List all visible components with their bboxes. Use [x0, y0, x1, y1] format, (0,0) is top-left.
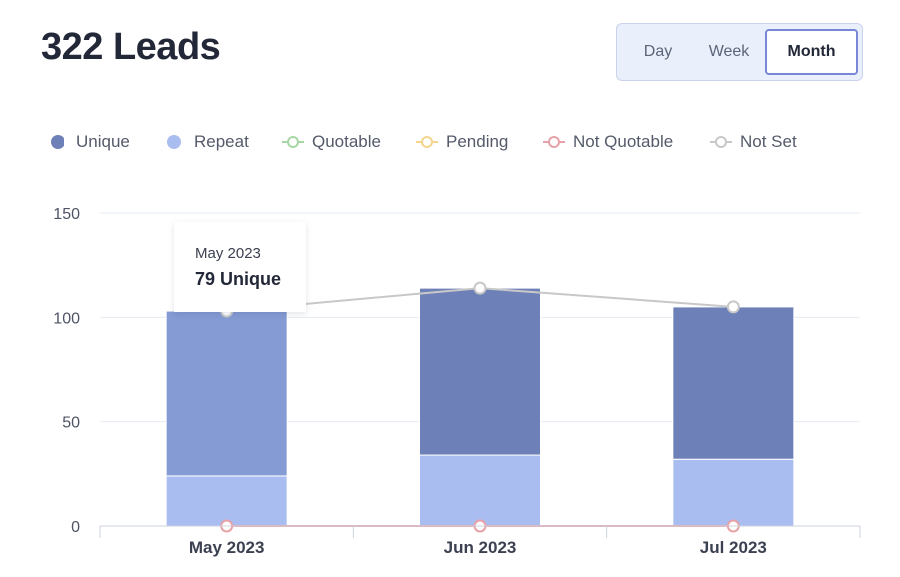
legend-label: Unique — [76, 132, 130, 151]
legend-line-marker-icon — [416, 136, 438, 148]
x-tick-label: Jun 2023 — [444, 538, 517, 557]
tooltip-date: May 2023 — [195, 245, 261, 262]
y-tick-label: 0 — [71, 519, 80, 536]
bars — [165, 287, 795, 527]
bar-repeat — [672, 458, 795, 527]
legend-label: Not Quotable — [573, 132, 674, 151]
legend-label: Repeat — [194, 132, 249, 151]
bar-repeat — [165, 475, 288, 527]
legend-label: Quotable — [312, 132, 381, 151]
chart-tooltip: May 2023 79 Unique — [174, 222, 306, 312]
bar-repeat — [419, 454, 541, 527]
point-not-set — [473, 281, 487, 295]
legend-line-marker-icon — [282, 136, 304, 148]
y-tick-label: 150 — [53, 206, 80, 223]
axes: 0 50 100 150 May 2023 Jun 2023 Jul 2023 — [53, 206, 861, 557]
legend-line-marker-icon — [710, 136, 732, 148]
y-tick-label: 100 — [53, 310, 80, 327]
bar-unique — [419, 287, 541, 456]
legend-line-marker-icon — [543, 136, 565, 148]
y-tick-label: 50 — [62, 415, 80, 432]
legend-label: Not Set — [740, 132, 797, 151]
legend-dot-icon — [167, 135, 181, 149]
bar-unique — [672, 306, 795, 460]
bar-unique — [165, 310, 288, 477]
legend-dot-icon — [51, 135, 64, 149]
period-day-button[interactable]: Day — [643, 43, 673, 60]
tooltip-value: 79 Unique — [195, 269, 282, 289]
point-not-set — [726, 300, 740, 314]
period-toggle: Day Week Month — [616, 23, 863, 81]
legend-label: Pending — [446, 132, 509, 151]
period-week-button[interactable]: Week — [708, 43, 750, 60]
period-month-button[interactable]: Month — [765, 29, 858, 75]
x-tick-label: May 2023 — [189, 538, 265, 557]
x-tick-label: Jul 2023 — [700, 538, 767, 557]
page-title: 322 Leads — [41, 26, 221, 68]
